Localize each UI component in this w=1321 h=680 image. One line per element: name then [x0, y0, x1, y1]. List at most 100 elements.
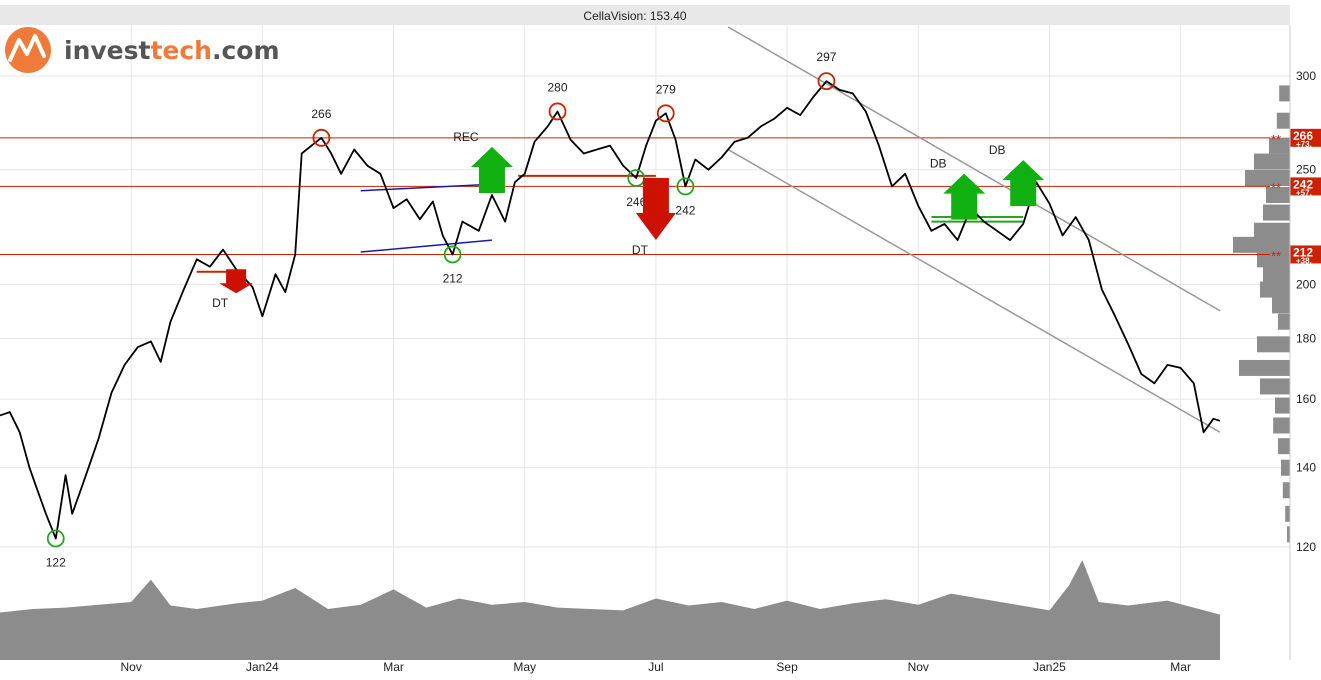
axes: 120 140 160 180 200 250 300 Nov Jan24 Mar May Jul Se… [121, 25, 1316, 674]
volume-shape [0, 560, 1220, 660]
point-label-266: 266 [311, 107, 331, 121]
level-badge-value-242: 242 [1293, 177, 1313, 191]
header-bar [0, 5, 1290, 25]
price-series [0, 80, 1221, 540]
point-label-280: 280 [548, 80, 568, 94]
level-marker-266: ** [1271, 132, 1281, 147]
volume-profile-bar-5 [1266, 186, 1290, 203]
volume-profile-bar-12 [1272, 297, 1290, 314]
level-badge-change-266: +73. [1296, 140, 1312, 149]
volume-profile-bar-16 [1260, 378, 1290, 395]
y-tick-label-160: 160 [1296, 392, 1316, 406]
point-label-242: 242 [675, 203, 695, 217]
signal-label-DB-4: DB [989, 143, 1006, 157]
x-tick-label-4: Jul [648, 660, 663, 674]
price-line [0, 80, 1221, 540]
level-badge-266 [1290, 128, 1321, 147]
x-tick-label-2: Mar [383, 660, 404, 674]
volume-profile-bar-11 [1260, 281, 1290, 298]
volume-profile-bar-6 [1263, 204, 1290, 221]
signal-arrow-up-4 [1002, 160, 1045, 207]
y-tick-label-140: 140 [1296, 461, 1316, 475]
volume-profile-bar-17 [1275, 397, 1290, 414]
y-tick-label-300: 300 [1296, 69, 1316, 83]
chart-header: CellaVision: 153.40 [0, 5, 1290, 25]
investtech-logo-icon [5, 27, 51, 73]
level-badge-value-266: 266 [1293, 129, 1313, 143]
volume-profile-bar-10 [1263, 266, 1290, 283]
level-badge-change-242: +57. [1296, 188, 1312, 197]
rectangle-line-0 [360, 183, 492, 192]
level-marker-242: ** [1271, 180, 1281, 195]
logo-text: investtech.com [64, 36, 280, 65]
top-marker-279 [656, 104, 675, 123]
volume-profile-bar-9 [1257, 251, 1290, 268]
y-tick-label-120: 120 [1296, 540, 1316, 554]
volume-profile-bar-2 [1269, 137, 1290, 154]
volume-profile-bar-0 [1279, 85, 1290, 102]
volume-profile-bar-13 [1278, 313, 1290, 330]
x-tick-label-3: May [513, 660, 536, 674]
point-label-122: 122 [46, 555, 66, 569]
volume-profile-bar-15 [1239, 359, 1290, 376]
y-tick-label-180: 180 [1296, 332, 1316, 346]
signal-label-DB-3: DB [930, 157, 947, 171]
x-tick-label-7: Jan25 [1033, 660, 1066, 674]
volume-profile-bar-18 [1273, 417, 1290, 434]
top-marker-297 [817, 72, 836, 91]
logo-text-tech: tech [150, 36, 212, 65]
volume-profile-bar-22 [1285, 505, 1290, 522]
x-tick-label-8: Mar [1170, 660, 1191, 674]
plot-background [0, 25, 1290, 660]
volume-profile-bar-23 [1287, 526, 1290, 543]
trend-channel-line-0 [727, 26, 1221, 312]
y-tick-label-200: 200 [1296, 277, 1316, 291]
volume-profile-bar-19 [1278, 438, 1290, 455]
volume-profile-bar-14 [1257, 336, 1290, 353]
logo-text-com: .com [212, 36, 280, 65]
level-badge-value-212: 212 [1293, 245, 1313, 259]
point-label-246: 246 [626, 195, 646, 209]
volume-profile-bar-21 [1282, 482, 1290, 499]
volume-profile [1233, 85, 1290, 543]
level-badge-212 [1290, 245, 1321, 264]
volume-profile-bar-1 [1276, 112, 1290, 129]
x-tick-label-1: Jan24 [246, 660, 279, 674]
annotations: 122 266 212 280 246 279 242 297 DT REC DT DB DB [46, 50, 1045, 569]
rectangle-line-1 [360, 239, 493, 253]
signal-arrow-up-1 [470, 146, 513, 193]
level-badge-change-212: +38. [1296, 256, 1312, 265]
x-tick-label-0: Nov [121, 660, 142, 674]
investtech-logo: investtech.com [5, 27, 280, 73]
trend-channel-line-1 [727, 148, 1221, 433]
x-tick-label-6: Nov [908, 660, 929, 674]
top-marker-266 [312, 128, 331, 147]
chart-title: CellaVision: 153.40 [583, 9, 687, 23]
volume-profile-bar-20 [1281, 459, 1290, 476]
grid [0, 25, 1290, 660]
bottom-marker-212 [443, 245, 462, 264]
volume-area [0, 560, 1220, 660]
y-tick-label-250: 250 [1296, 163, 1316, 177]
signal-arrow-up-3 [943, 173, 986, 220]
level-marker-212: ** [1271, 248, 1281, 263]
level-badge-242 [1290, 177, 1321, 196]
signal-label-REC-1: REC [453, 130, 479, 144]
point-label-297: 297 [816, 50, 836, 64]
bottom-marker-242 [676, 177, 695, 196]
x-tick-label-5: Sep [776, 660, 798, 674]
point-label-212: 212 [443, 271, 463, 285]
signal-arrow-down-2 [635, 177, 676, 240]
volume-profile-bar-7 [1254, 222, 1290, 239]
volume-profile-bar-8 [1233, 236, 1290, 253]
logo-text-invest: invest [64, 36, 150, 65]
signal-label-DT-0: DT [212, 296, 229, 310]
signal-arrow-down-0 [219, 269, 254, 294]
volume-profile-bar-3 [1254, 153, 1290, 170]
support-resistance-levels: ** 266+73.** 242+57.** 212+38. [0, 128, 1321, 265]
bottom-marker-122 [46, 529, 65, 548]
volume-profile-bar-4 [1245, 169, 1290, 186]
signal-label-DT-2: DT [632, 243, 649, 257]
top-marker-280 [548, 102, 567, 121]
